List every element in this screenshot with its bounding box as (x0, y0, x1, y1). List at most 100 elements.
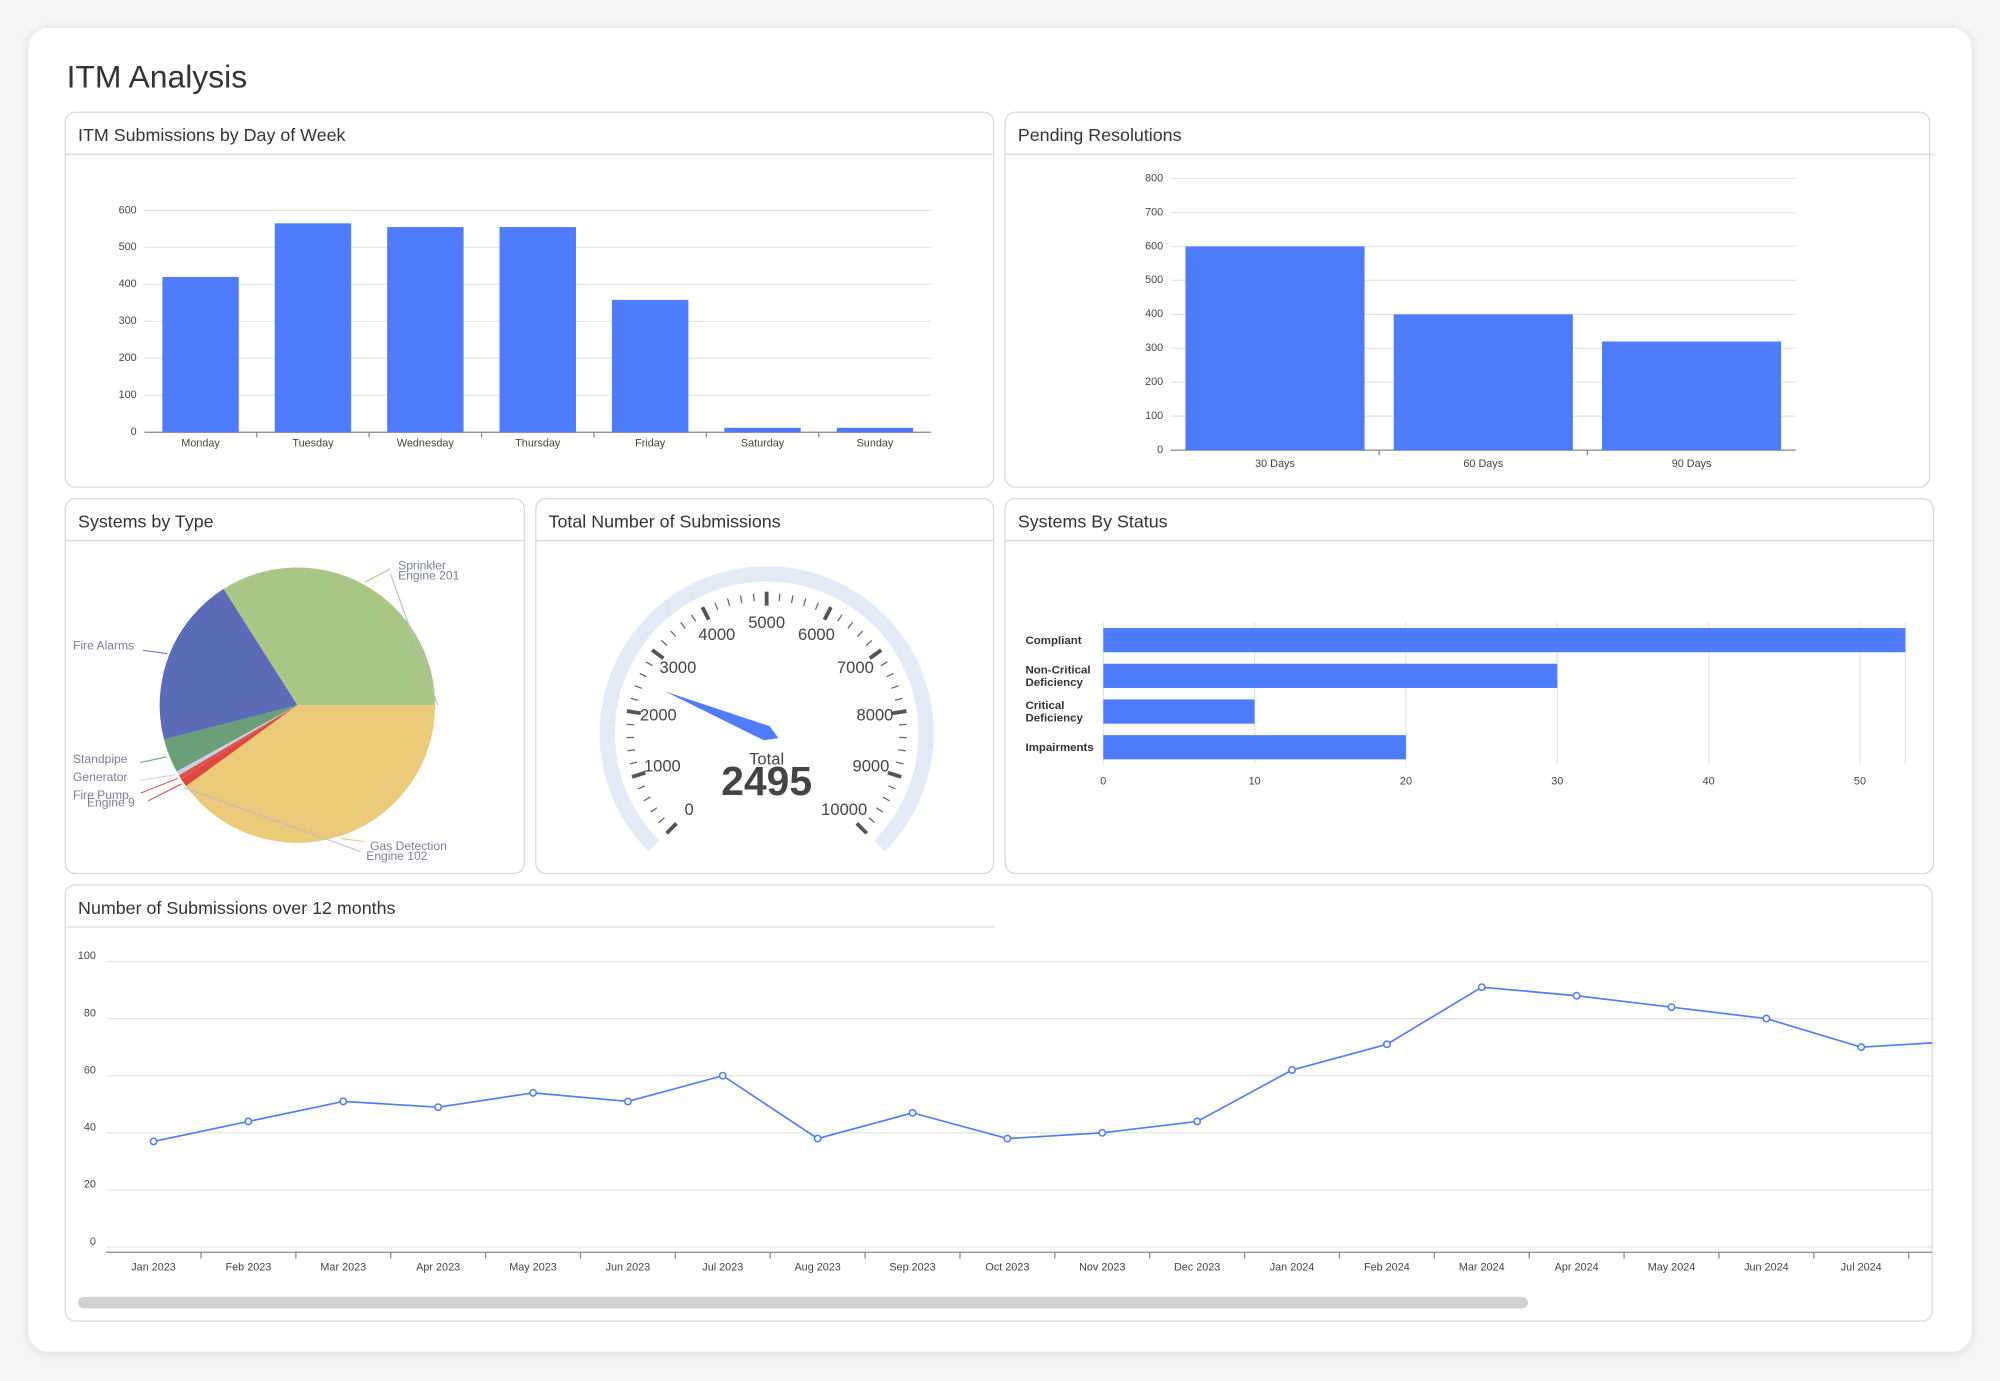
bar (1103, 628, 1906, 653)
panel (64, 884, 1933, 1322)
bar (836, 427, 914, 433)
bar (274, 223, 352, 433)
gauge-label: 3000 (659, 658, 696, 677)
x-tick-label: Thursday (515, 438, 561, 450)
x-tick-label: Sep 2023 (889, 1261, 935, 1273)
leader-line (140, 774, 176, 781)
leader-line (183, 787, 362, 853)
minor-tick (639, 672, 647, 678)
point (1667, 1003, 1676, 1012)
category-label-box: Critical Deficiency (1026, 699, 1083, 725)
slice-label: Gas Detection (370, 839, 447, 853)
minor-tick (629, 761, 638, 765)
line (153, 986, 1933, 1143)
minor-tick (739, 595, 743, 604)
bar (1103, 735, 1406, 760)
y-tick-label: 500 (1145, 274, 1163, 286)
point (244, 1117, 253, 1126)
bar (724, 427, 801, 433)
y-tick-label: 200 (1145, 376, 1163, 388)
pie-slice (223, 567, 436, 706)
y-tick-label: 600 (119, 204, 137, 216)
minor-tick (637, 785, 646, 790)
y-tick-label: 400 (1145, 308, 1163, 320)
gauge-label: 4000 (698, 625, 735, 644)
panel-title: Total Number of Submissions (549, 512, 781, 532)
bar (1393, 314, 1573, 451)
y-tick-label: Non-Critical Deficiency (1025, 663, 1091, 689)
x-tick-label: Jan 2024 (1270, 1261, 1315, 1273)
x-tick-label: 30 (1551, 776, 1563, 788)
point (1288, 1066, 1296, 1074)
leader-line (140, 756, 168, 764)
major-tick (651, 648, 665, 660)
point (1477, 983, 1486, 992)
minor-tick (690, 614, 697, 622)
x-tick-label: Aug 2023 (794, 1261, 840, 1273)
bar (1602, 341, 1782, 451)
major-tick (822, 606, 833, 621)
major-tick (626, 709, 641, 716)
gauge-caption: Total (749, 749, 784, 768)
panel (1004, 111, 1931, 488)
y-tick-label: 60 (84, 1064, 96, 1076)
point (434, 1103, 443, 1112)
minor-tick (882, 796, 890, 802)
minor-tick (814, 602, 819, 611)
minor-tick (875, 807, 884, 813)
minor-tick (865, 639, 873, 646)
panel (64, 111, 995, 488)
y-tick-label: 800 (1145, 172, 1163, 184)
y-tick-label: 200 (119, 352, 137, 364)
minor-tick (856, 630, 864, 637)
minor-tick (837, 614, 843, 622)
minor-tick (726, 598, 731, 607)
y-tick-label: 300 (1145, 342, 1163, 354)
point (149, 1137, 158, 1146)
bar (499, 227, 576, 433)
y-tick-label: 0 (131, 426, 137, 438)
y-tick-label: 100 (1145, 410, 1163, 422)
minor-tick (790, 595, 794, 604)
panel-title: Systems By Status (1018, 512, 1168, 532)
minor-tick (894, 697, 903, 701)
y-tick-label: 100 (78, 950, 96, 962)
minor-tick (886, 672, 894, 678)
x-tick-label: 50 (1854, 776, 1866, 788)
y-tick-label: Impairments (1025, 740, 1094, 754)
page-title: ITM Analysis (67, 58, 248, 94)
x-tick-label: Nov 2023 (1079, 1261, 1125, 1273)
point (1857, 1043, 1866, 1052)
point (1003, 1134, 1012, 1143)
minor-tick (847, 621, 854, 629)
x-tick-label: Apr 2024 (1555, 1261, 1599, 1273)
minor-tick (898, 749, 906, 752)
minor-tick (778, 593, 781, 602)
y-tick-label: 0 (90, 1236, 96, 1248)
y-tick-label: 0 (1157, 444, 1163, 456)
major-tick (665, 822, 678, 835)
x-tick-label: Friday (635, 438, 666, 450)
gauge-label: 10000 (821, 800, 867, 819)
point (529, 1088, 537, 1097)
bar (1103, 699, 1255, 724)
leader-line (147, 783, 182, 802)
x-tick-label: 20 (1400, 776, 1412, 788)
panel-title: ITM Submissions by Day of Week (78, 125, 345, 145)
x-tick-label: Jun 2023 (606, 1261, 651, 1273)
point (339, 1097, 348, 1106)
y-tick-label: Compliant (1025, 633, 1082, 647)
point (813, 1134, 822, 1143)
x-tick-label: Dec 2023 (1174, 1261, 1220, 1273)
minor-tick (650, 807, 658, 813)
x-tick-label: Jan 2023 (131, 1261, 176, 1273)
minor-tick (680, 621, 686, 629)
bar (387, 227, 464, 433)
minor-tick (643, 796, 651, 802)
bar (162, 276, 239, 433)
scrollbar[interactable] (78, 1296, 1528, 1309)
x-tick-label: Jul 2024 (1841, 1261, 1882, 1273)
minor-tick (752, 593, 755, 602)
bar (611, 299, 689, 433)
x-tick-label: 0 (1100, 776, 1106, 788)
